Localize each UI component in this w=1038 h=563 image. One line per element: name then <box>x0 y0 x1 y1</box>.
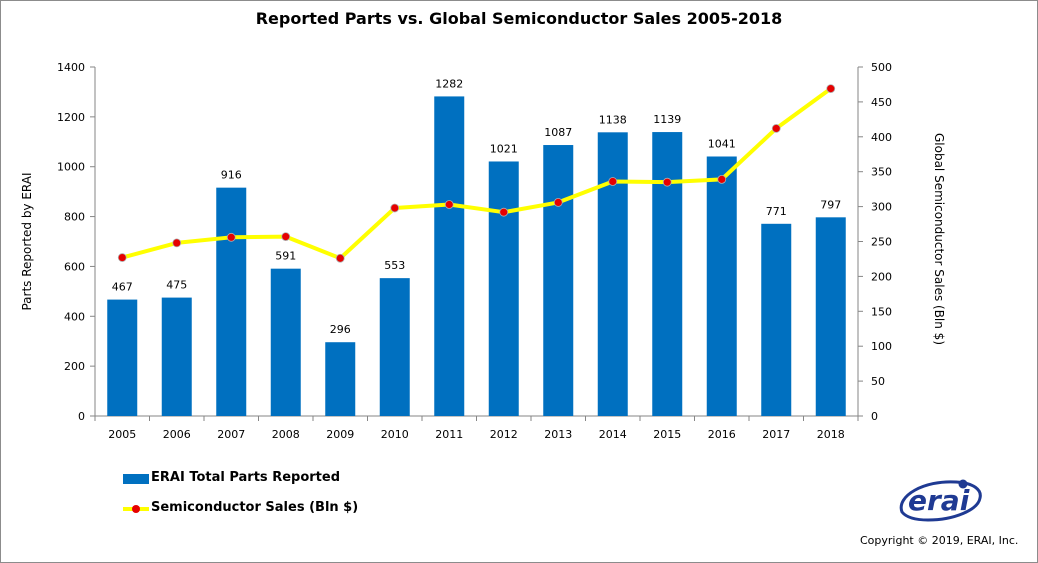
bar-value-label: 1139 <box>653 113 681 126</box>
right-tick-label: 300 <box>871 201 892 214</box>
bar <box>761 223 792 416</box>
bar-value-label: 1021 <box>490 142 518 155</box>
sales-point <box>172 238 182 248</box>
sales-line <box>121 87 832 261</box>
bar-value-label: 797 <box>820 198 841 211</box>
x-tick-label: 2007 <box>217 428 245 441</box>
right-tick-label: 250 <box>871 236 892 249</box>
x-tick-label: 2006 <box>163 428 191 441</box>
sales-point <box>499 207 509 217</box>
right-tick-label: 400 <box>871 131 892 144</box>
bar-value-label: 475 <box>166 279 187 292</box>
bar <box>379 278 410 416</box>
bar-value-label: 296 <box>330 323 351 336</box>
right-tick-label: 150 <box>871 305 892 318</box>
sales-point <box>717 174 727 184</box>
x-tick-label: 2009 <box>326 428 354 441</box>
legend-bar-label: ERAI Total Parts Reported <box>151 470 341 485</box>
right-axis-title: Global Semiconductor Sales (Bln $) <box>932 133 946 345</box>
logo-text: erai <box>908 484 970 517</box>
left-tick-label: 0 <box>78 410 85 423</box>
copyright-text: Copyright © 2019, ERAI, Inc. <box>860 534 1019 547</box>
chart-title: Reported Parts vs. Global Semiconductor … <box>255 9 783 28</box>
x-tick-label: 2012 <box>490 428 518 441</box>
left-tick-label: 1000 <box>57 161 85 174</box>
bar <box>652 132 683 416</box>
bar-value-label: 591 <box>275 250 296 263</box>
right-tick-label: 350 <box>871 166 892 179</box>
sales-point <box>117 253 127 262</box>
sales-point <box>444 200 454 209</box>
bar-value-label: 771 <box>766 205 787 218</box>
bar <box>597 132 628 416</box>
x-tick-label: 2013 <box>544 428 572 441</box>
legend-bar-swatch <box>123 474 149 484</box>
left-axis-title: Parts Reported by ERAI <box>20 172 34 310</box>
bar <box>216 187 247 416</box>
bar-value-label: 1138 <box>599 113 627 126</box>
sales-point <box>826 84 836 94</box>
left-tick-label: 600 <box>64 260 85 273</box>
x-tick-label: 2018 <box>817 428 845 441</box>
left-tick-label: 400 <box>64 310 85 323</box>
x-tick-label: 2016 <box>708 428 736 441</box>
right-tick-label: 200 <box>871 270 892 283</box>
sales-point <box>390 203 400 213</box>
right-tick-label: 0 <box>871 410 878 423</box>
bar <box>325 342 356 416</box>
x-tick-label: 2005 <box>108 428 136 441</box>
left-tick-label: 800 <box>64 211 85 224</box>
right-tick-label: 100 <box>871 340 892 353</box>
x-tick-label: 2017 <box>762 428 790 441</box>
bar <box>161 297 192 416</box>
bar <box>270 268 301 416</box>
left-tick-label: 1400 <box>57 61 85 74</box>
sales-point <box>608 177 618 186</box>
legend-line-marker <box>132 505 140 513</box>
x-tick-label: 2015 <box>653 428 681 441</box>
sales-point <box>281 232 291 242</box>
bar-value-label: 1041 <box>708 137 736 150</box>
x-tick-label: 2014 <box>599 428 627 441</box>
bar <box>434 96 465 416</box>
bar-value-label: 1087 <box>544 126 572 139</box>
sales-point <box>771 124 781 133</box>
x-tick-label: 2008 <box>272 428 300 441</box>
right-tick-label: 500 <box>871 61 892 74</box>
bar <box>488 161 519 416</box>
bar <box>107 299 138 416</box>
sales-point <box>226 232 236 242</box>
erai-logo: erai <box>899 479 982 522</box>
sales-point <box>662 177 672 187</box>
right-tick-label: 450 <box>871 96 892 109</box>
bar-value-label: 467 <box>112 281 133 294</box>
bar-value-label: 1282 <box>435 77 463 90</box>
bar-value-label: 916 <box>221 169 242 182</box>
x-tick-label: 2011 <box>435 428 463 441</box>
right-tick-label: 50 <box>871 375 885 388</box>
legend-line-label: Semiconductor Sales (Bln $) <box>151 500 359 515</box>
bar <box>815 217 846 416</box>
left-tick-label: 200 <box>64 360 85 373</box>
bar <box>543 145 574 416</box>
bar-value-label: 553 <box>384 259 405 272</box>
sales-point <box>553 198 563 207</box>
sales-point <box>335 253 345 263</box>
x-tick-label: 2010 <box>381 428 409 441</box>
bar <box>706 156 737 416</box>
left-tick-label: 1200 <box>57 111 85 124</box>
